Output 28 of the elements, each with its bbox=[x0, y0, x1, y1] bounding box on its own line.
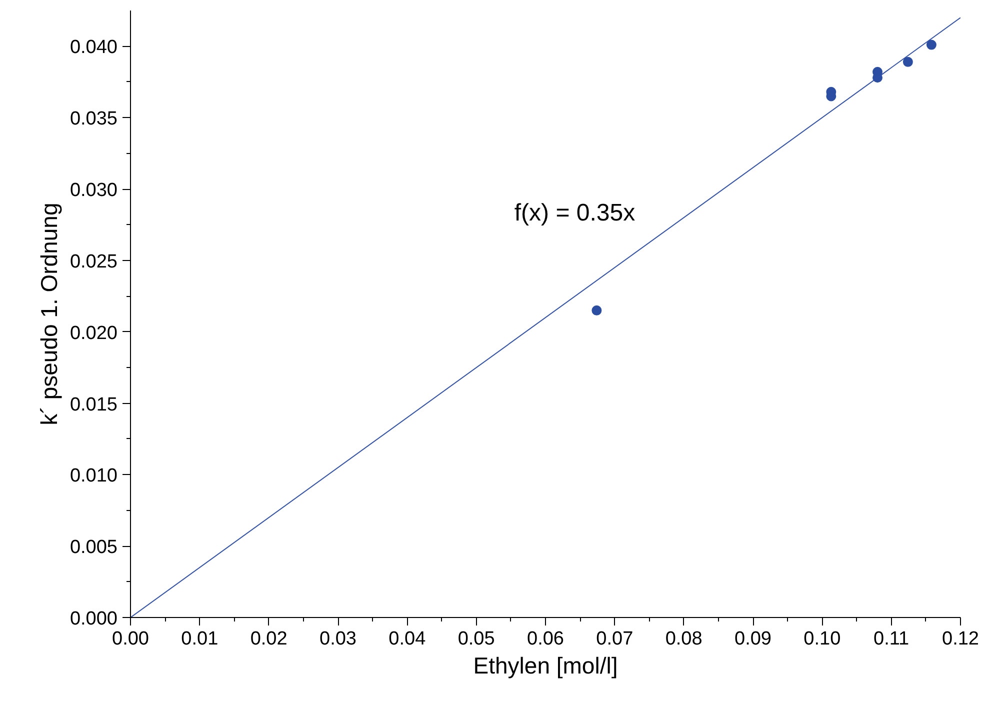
x-tick-label: 0.03 bbox=[320, 628, 356, 650]
y-tick-label: 0.035 bbox=[70, 108, 118, 130]
x-tick-label: 0.05 bbox=[458, 628, 495, 650]
x-tick-label: 0.12 bbox=[942, 628, 979, 650]
point bbox=[902, 56, 913, 67]
x-tick-label: 0.04 bbox=[388, 628, 426, 650]
y-tick-label: 0.005 bbox=[70, 537, 118, 558]
x-tick-label: 0.10 bbox=[804, 628, 841, 650]
y-tick-label: 0.025 bbox=[70, 251, 118, 272]
x-tick-label: 0.01 bbox=[181, 628, 218, 650]
point bbox=[926, 40, 936, 50]
x-tick-label: 0.06 bbox=[527, 628, 564, 650]
annotation: f(x) = 0.35x bbox=[514, 200, 636, 227]
y-tick-label: 0.010 bbox=[70, 466, 118, 487]
y-tick-label: 0.040 bbox=[70, 37, 118, 58]
y-tick-label: 0.000 bbox=[70, 608, 118, 630]
y-tick-label: 0.030 bbox=[70, 180, 118, 202]
x-tick-label: 0.07 bbox=[596, 628, 634, 650]
x-tick-label: 0.11 bbox=[874, 628, 910, 650]
y-tick-label: 0.020 bbox=[70, 322, 118, 344]
point bbox=[592, 305, 602, 316]
x-tick-label: 0.09 bbox=[734, 628, 772, 650]
y-tick-label: 0.015 bbox=[70, 394, 118, 416]
x-tick-label: 0.00 bbox=[112, 628, 149, 650]
y-axis-title: k´ pseudo 1. Ordnung bbox=[36, 202, 62, 426]
x-axis-title: Ethylen [mol/l] bbox=[473, 652, 618, 678]
x-tick-label: 0.08 bbox=[665, 628, 702, 650]
x-tick-label: 0.02 bbox=[250, 628, 288, 650]
